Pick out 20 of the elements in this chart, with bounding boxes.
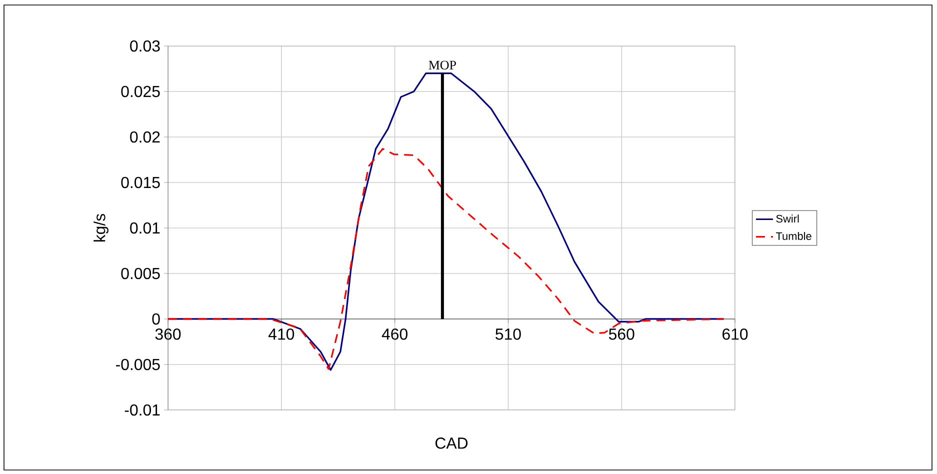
y-tick-label: 0.025 bbox=[121, 86, 160, 98]
x-axis-title: CAD bbox=[435, 438, 468, 449]
y-tick-label: 0.005 bbox=[121, 268, 160, 280]
y-tick-label: 0.015 bbox=[121, 176, 160, 188]
y-tick-label: 0.03 bbox=[130, 40, 160, 52]
y-tick-label: 0.02 bbox=[130, 131, 160, 143]
x-tick-label: 510 bbox=[496, 328, 521, 340]
legend-label: Tumble bbox=[776, 232, 812, 240]
y-tick-label: -0.005 bbox=[116, 358, 160, 370]
y-tick-label: 0 bbox=[152, 313, 160, 325]
y-axis-title: kg/s bbox=[94, 214, 108, 242]
x-tick-label: 560 bbox=[608, 328, 634, 340]
ref-line-label: MOP bbox=[428, 60, 456, 70]
y-tick-label: -0.01 bbox=[124, 404, 160, 416]
x-tick-label: 360 bbox=[155, 328, 181, 340]
legend-label: Swirl bbox=[776, 214, 799, 223]
x-tick-label: 460 bbox=[382, 328, 408, 340]
x-tick-label: 410 bbox=[268, 328, 294, 340]
x-tick-label: 610 bbox=[722, 328, 748, 340]
y-tick-label: 0.01 bbox=[130, 222, 160, 234]
